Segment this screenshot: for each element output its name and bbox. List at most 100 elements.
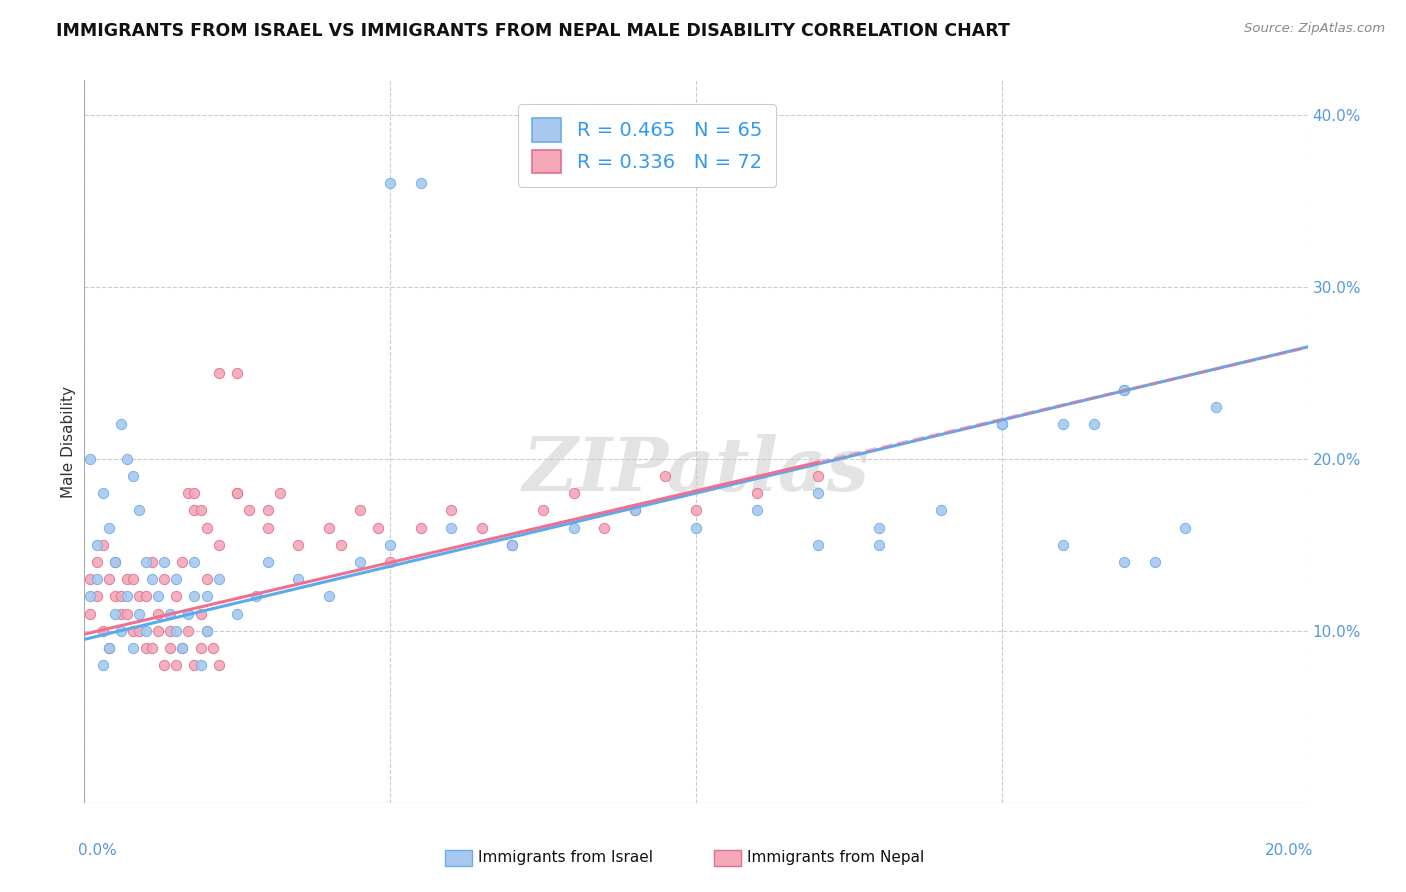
Point: [1114, 555, 1136, 569]
Point: [502, 538, 524, 552]
Point: [195, 520, 218, 534]
Point: [471, 520, 494, 534]
Point: [409, 520, 432, 534]
Point: [208, 366, 231, 380]
Point: [195, 590, 218, 604]
Point: [929, 503, 952, 517]
Point: [195, 624, 218, 638]
Point: [269, 486, 291, 500]
Point: [177, 624, 200, 638]
Point: [1143, 555, 1166, 569]
Point: [135, 624, 157, 638]
Point: [685, 520, 707, 534]
Point: [440, 520, 463, 534]
Point: [685, 503, 707, 517]
Point: [122, 572, 145, 586]
Point: [807, 538, 830, 552]
Point: [135, 640, 157, 655]
Point: [1052, 417, 1074, 432]
Point: [380, 538, 402, 552]
Point: [104, 555, 127, 569]
Point: [440, 503, 463, 517]
Point: [226, 607, 249, 621]
Point: [807, 469, 830, 483]
Point: [115, 451, 138, 466]
FancyBboxPatch shape: [714, 850, 741, 865]
Point: [165, 572, 187, 586]
Point: [165, 658, 187, 673]
Point: [97, 520, 120, 534]
Point: [115, 607, 138, 621]
Text: 20.0%: 20.0%: [1265, 843, 1313, 857]
Text: Source: ZipAtlas.com: Source: ZipAtlas.com: [1244, 22, 1385, 36]
Point: [330, 538, 353, 552]
Point: [807, 486, 830, 500]
Point: [1052, 538, 1074, 552]
Point: [257, 520, 280, 534]
Point: [153, 555, 176, 569]
Point: [654, 469, 676, 483]
Point: [97, 640, 120, 655]
Point: [172, 555, 194, 569]
Point: [97, 640, 120, 655]
Point: [1205, 400, 1227, 414]
Point: [349, 503, 371, 517]
Text: IMMIGRANTS FROM ISRAEL VS IMMIGRANTS FROM NEPAL MALE DISABILITY CORRELATION CHAR: IMMIGRANTS FROM ISRAEL VS IMMIGRANTS FRO…: [56, 22, 1010, 40]
Point: [79, 451, 101, 466]
Point: [190, 607, 212, 621]
Point: [128, 624, 150, 638]
Point: [104, 607, 127, 621]
Point: [747, 503, 769, 517]
Text: Immigrants from Israel: Immigrants from Israel: [478, 850, 654, 865]
Point: [110, 590, 132, 604]
Point: [562, 520, 585, 534]
Point: [183, 590, 205, 604]
Point: [135, 590, 157, 604]
Point: [146, 590, 169, 604]
Text: 0.0%: 0.0%: [79, 843, 117, 857]
Point: [91, 538, 114, 552]
Point: [245, 590, 267, 604]
Point: [172, 640, 194, 655]
Point: [593, 520, 616, 534]
Point: [159, 624, 181, 638]
Point: [380, 177, 402, 191]
Point: [226, 486, 249, 500]
Point: [91, 658, 114, 673]
Point: [110, 624, 132, 638]
Legend: R = 0.465   N = 65, R = 0.336   N = 72: R = 0.465 N = 65, R = 0.336 N = 72: [519, 104, 776, 187]
Point: [146, 624, 169, 638]
Point: [1083, 417, 1105, 432]
Point: [141, 640, 163, 655]
Point: [991, 417, 1014, 432]
Point: [349, 555, 371, 569]
Point: [165, 624, 187, 638]
Point: [115, 572, 138, 586]
FancyBboxPatch shape: [446, 850, 472, 865]
Point: [86, 555, 108, 569]
Point: [122, 469, 145, 483]
Point: [86, 590, 108, 604]
Point: [159, 607, 181, 621]
Y-axis label: Male Disability: Male Disability: [60, 385, 76, 498]
Point: [104, 555, 127, 569]
Point: [86, 572, 108, 586]
Point: [1174, 520, 1197, 534]
Point: [195, 572, 218, 586]
Point: [128, 503, 150, 517]
Point: [502, 538, 524, 552]
Point: [380, 555, 402, 569]
Point: [177, 486, 200, 500]
Point: [991, 417, 1014, 432]
Point: [91, 486, 114, 500]
Point: [110, 607, 132, 621]
Point: [238, 503, 260, 517]
Point: [86, 538, 108, 552]
Point: [146, 607, 169, 621]
Point: [110, 417, 132, 432]
Point: [624, 503, 647, 517]
Point: [153, 658, 176, 673]
Point: [226, 366, 249, 380]
Point: [183, 486, 205, 500]
Point: [287, 538, 309, 552]
